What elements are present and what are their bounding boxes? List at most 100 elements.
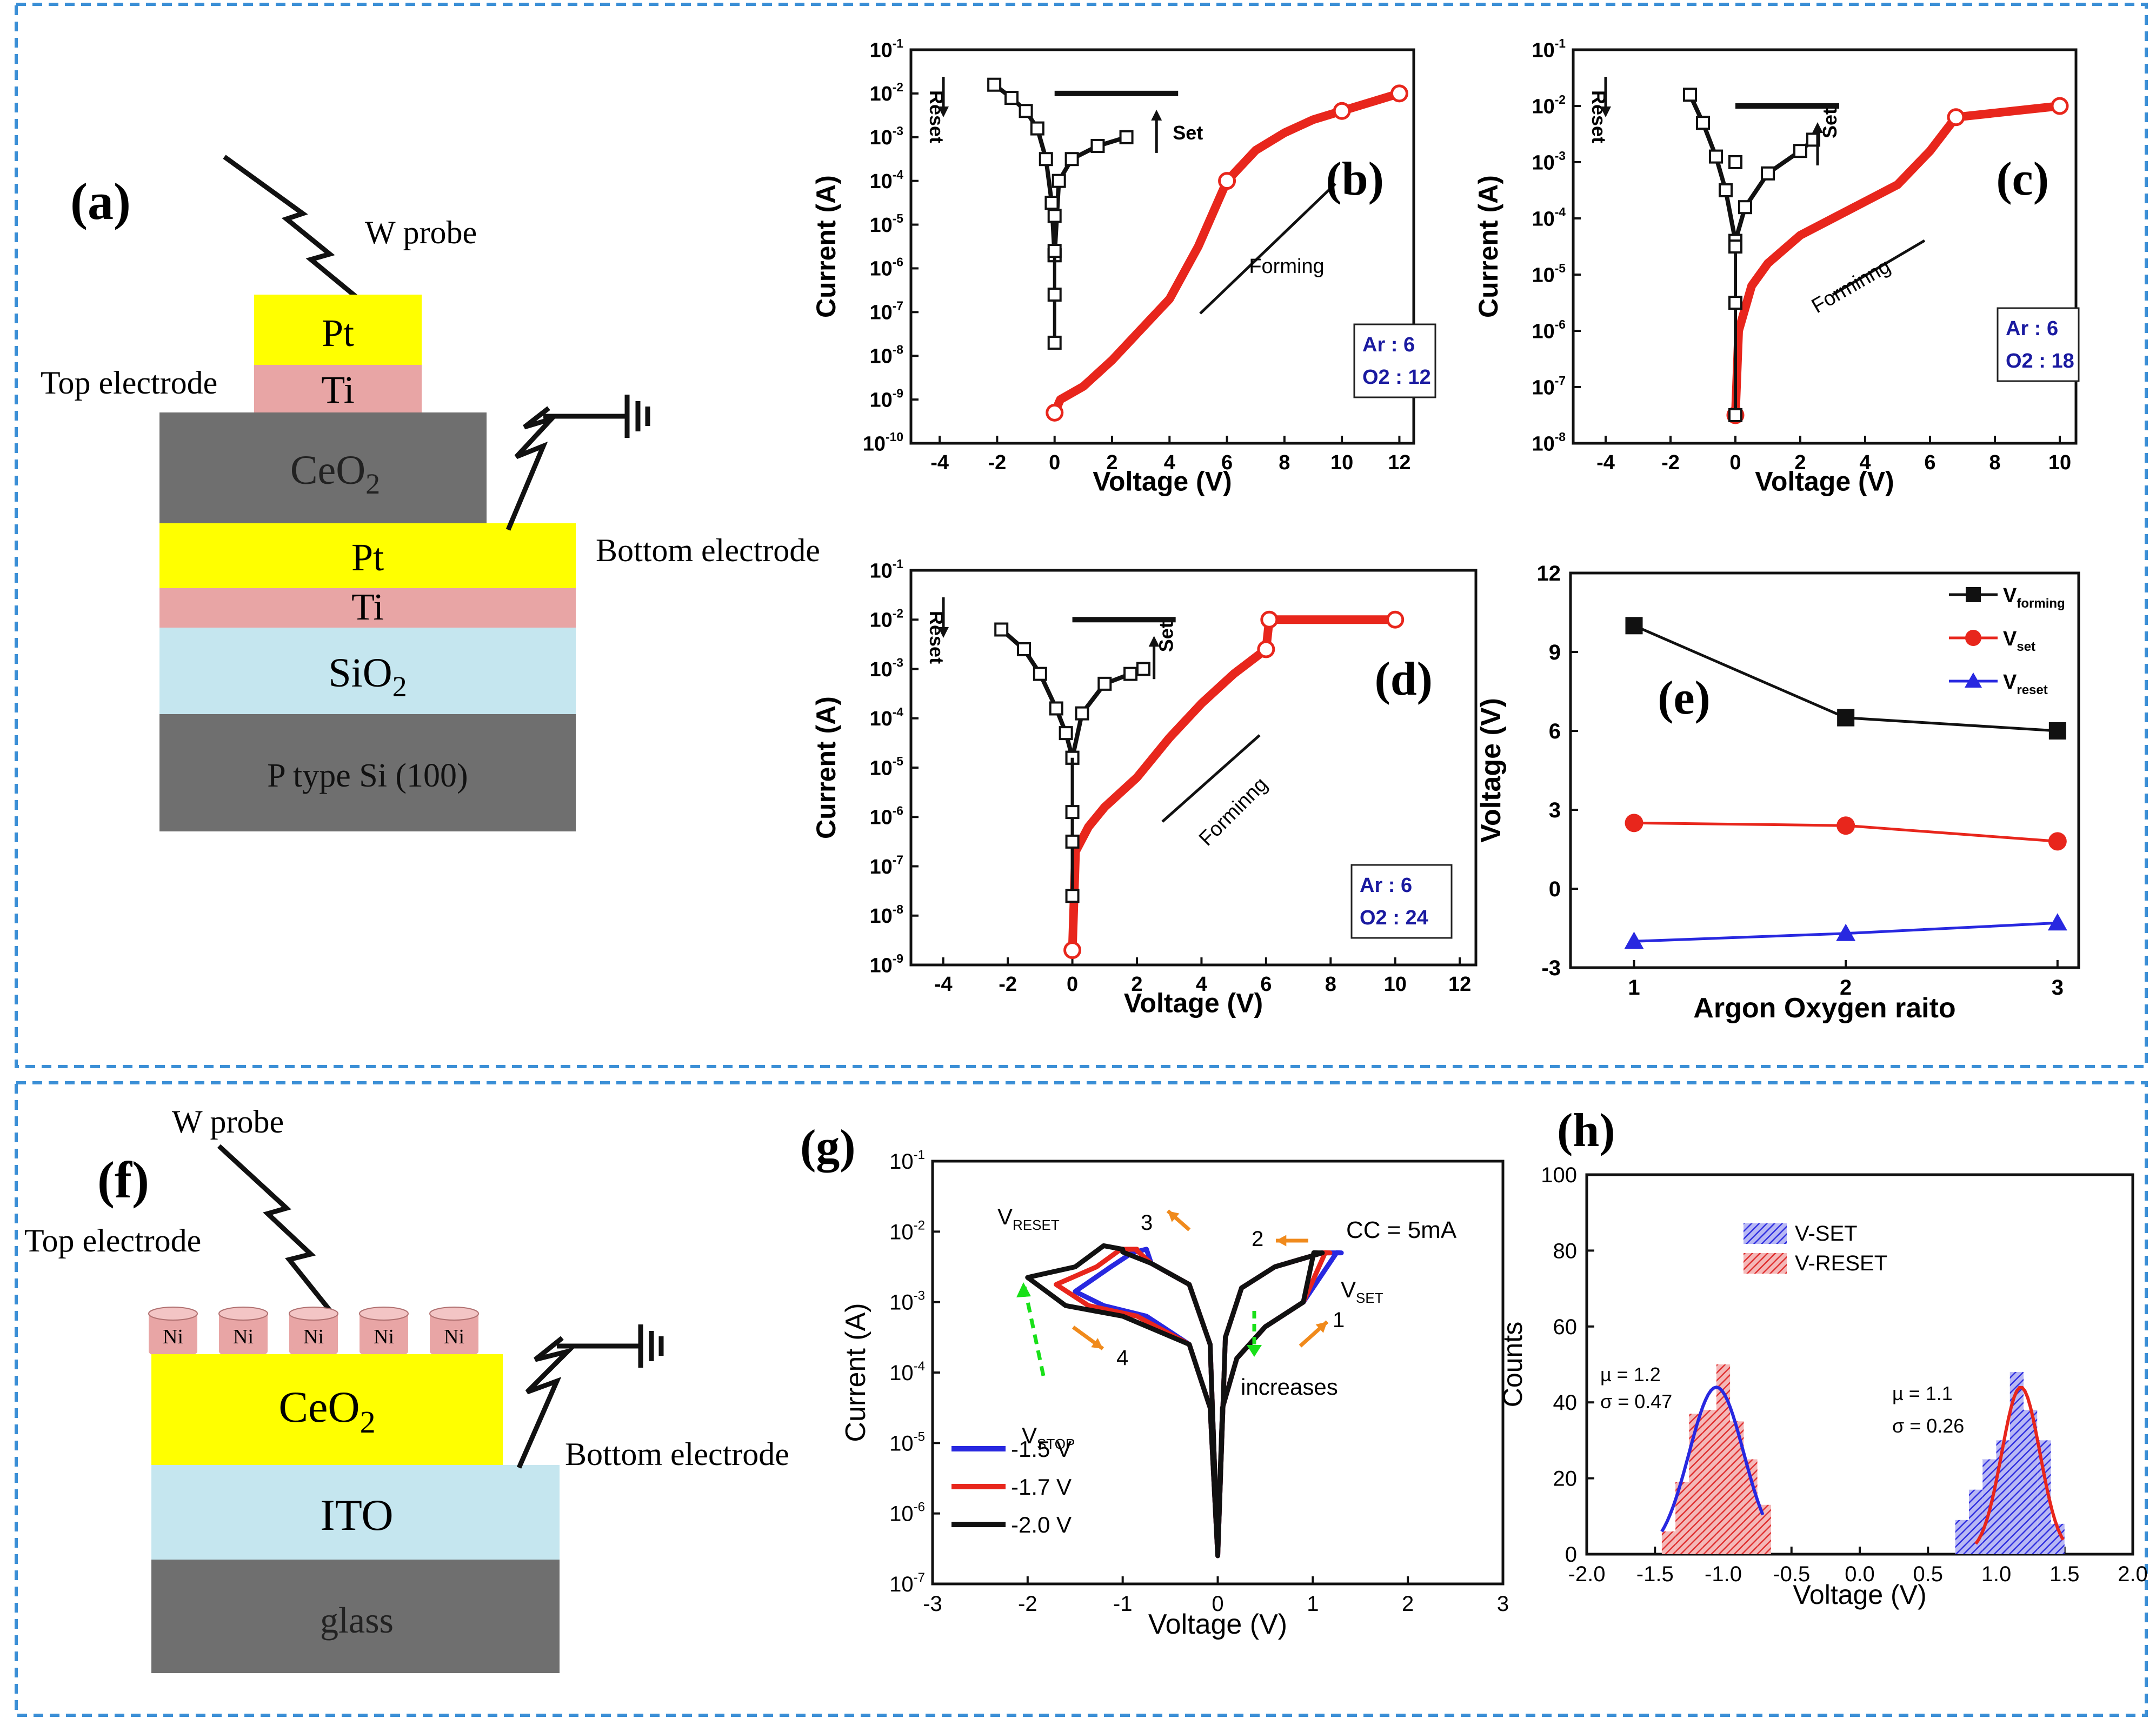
reset-bar xyxy=(1716,1364,1731,1554)
data-point xyxy=(1836,816,1855,835)
x-tick-label: 3 xyxy=(1497,1592,1509,1616)
switch-marker xyxy=(1728,239,1742,254)
ni-pad-top xyxy=(429,1307,479,1321)
data-point xyxy=(1625,617,1643,635)
y-tick-label: 40 xyxy=(1553,1391,1578,1415)
ti-bottom-layer xyxy=(159,588,576,628)
y-tick-label: 60 xyxy=(1553,1315,1578,1339)
forming-curve xyxy=(1068,615,1400,955)
legend-line: O2 : 12 xyxy=(1362,366,1431,389)
y-tick-label: 10-3 xyxy=(889,1289,925,1315)
reset-arrow-head xyxy=(1600,106,1611,117)
data-point xyxy=(1624,931,1644,949)
set-marker xyxy=(1090,138,1105,153)
pt-bottom-text: Pt xyxy=(351,536,384,579)
reset-marker xyxy=(1719,183,1733,197)
legend-line: Ar : 6 xyxy=(1362,334,1415,356)
reset-marker xyxy=(994,622,1009,637)
y-tick-label: 10-9 xyxy=(869,951,903,977)
x-tick-label: 4 xyxy=(1859,451,1871,474)
set-marker xyxy=(1064,152,1079,166)
data-point xyxy=(1836,923,1856,941)
y-tick-label: 10-2 xyxy=(889,1218,925,1244)
ceo2-layer xyxy=(159,412,487,523)
y-tick-label: 10-10 xyxy=(863,430,903,455)
x-tick-label: 1.0 xyxy=(1981,1562,2012,1586)
x-tick-label: 6 xyxy=(1260,973,1272,996)
x-tick-label: 12 xyxy=(1448,973,1471,996)
chart-c: -4 -2 0 2 4 6 8 10 10-8 10-7 10-6 10-5 10-4 10-3 10-2 1… xyxy=(1473,36,2080,496)
y-tick-label: 10-8 xyxy=(869,902,903,928)
set-fit-curve xyxy=(1974,1386,2065,1545)
vset-shift-arrow-head xyxy=(1247,1345,1262,1357)
x-tick-label: 4 xyxy=(1164,451,1175,474)
y-tick-label: 10-2 xyxy=(869,606,903,631)
y-tick-label: 10-4 xyxy=(869,168,903,193)
ti-top-text: Ti xyxy=(321,368,354,411)
y-tick-label: 9 xyxy=(1549,641,1561,664)
x-axis-label: Voltage (V) xyxy=(1124,988,1263,1018)
reset-bar xyxy=(1689,1414,1703,1554)
y-tick-label: 100 xyxy=(1541,1163,1577,1187)
reset-marker xyxy=(1017,642,1031,656)
f-bottom-electrode-label: Bottom electrode xyxy=(565,1436,789,1472)
forming-marker xyxy=(1218,172,1236,190)
panel-label: (d) xyxy=(1374,653,1433,705)
panel-label: (g) xyxy=(800,1121,856,1173)
x-tick-label: 6 xyxy=(1221,451,1233,474)
x-axis-label: Voltage (V) xyxy=(1793,1580,1926,1610)
x-tick-label: -2 xyxy=(1661,451,1680,474)
set-marker xyxy=(1136,662,1150,676)
x-tick-label: 8 xyxy=(1325,973,1336,996)
step-label: 2 xyxy=(1252,1227,1263,1251)
y-tick-label: 10-1 xyxy=(1532,36,1566,62)
x-tick-label: 3 xyxy=(2052,976,2064,1000)
y-tick-label: 10-5 xyxy=(869,754,903,780)
set-marker xyxy=(1052,174,1066,188)
top-electrode-label: Top electrode xyxy=(41,365,217,401)
ni-label: Ni xyxy=(163,1326,183,1348)
reset-marker xyxy=(1709,149,1723,164)
y-tick-label: 12 xyxy=(1537,562,1561,585)
x-tick-label: 1 xyxy=(1628,976,1640,1000)
legend-swatch-set xyxy=(1744,1223,1787,1244)
set-marker xyxy=(1761,166,1775,181)
set-marker xyxy=(1793,144,1807,158)
y-tick-label: 10-7 xyxy=(869,299,903,324)
y-axis-label: Current (A) xyxy=(840,1303,871,1442)
x-axis-label: Argon Oxygen raito xyxy=(1693,993,1955,1024)
x-tick-label: 0.5 xyxy=(1913,1562,1943,1586)
forming-arrow xyxy=(1199,183,1336,315)
ti-top-layer xyxy=(254,365,422,412)
forming-marker xyxy=(2051,97,2069,115)
legend-label: -2.0 V xyxy=(1011,1512,1072,1537)
reset-marker xyxy=(987,77,1002,92)
x-tick-label: -4 xyxy=(1596,451,1615,474)
y-axis-label: Current (A) xyxy=(1473,175,1503,318)
forming-marker xyxy=(1386,610,1405,629)
x-tick-label: 0 xyxy=(1212,1592,1223,1616)
x-tick-label: -2.0 xyxy=(1568,1562,1606,1586)
reset-bar xyxy=(1757,1504,1771,1554)
forming-label: Forming xyxy=(1249,255,1324,278)
vreset-label: VRESET xyxy=(997,1204,1060,1233)
y-tick-label: 10-5 xyxy=(1532,261,1566,287)
reset-marker xyxy=(1039,152,1053,166)
step-arrow-head xyxy=(1276,1235,1287,1247)
chart-h: -2.0 -1.5 -1.0 -0.5 0.0 0.5 1.0 1.5 2.0 0 20 40 60 80… xyxy=(1498,1104,2148,1610)
x-tick-label: 10 xyxy=(1384,973,1407,996)
panel-label: (e) xyxy=(1658,672,1711,724)
top-frame xyxy=(15,3,2148,1068)
y-tick-label: 10-4 xyxy=(1532,205,1566,230)
y-tick-label: 10-4 xyxy=(889,1359,925,1385)
x-tick-label: 2 xyxy=(1106,451,1117,474)
panel-a-label: (a) xyxy=(70,172,131,230)
y-tick-label: 10-2 xyxy=(869,80,903,105)
vstop-arrow xyxy=(1022,1286,1046,1376)
increases-label: increases xyxy=(1241,1374,1338,1400)
set-arrow-head xyxy=(1812,122,1823,133)
step-label: 4 xyxy=(1116,1346,1128,1370)
y-tick-label: 10-8 xyxy=(1532,430,1566,455)
